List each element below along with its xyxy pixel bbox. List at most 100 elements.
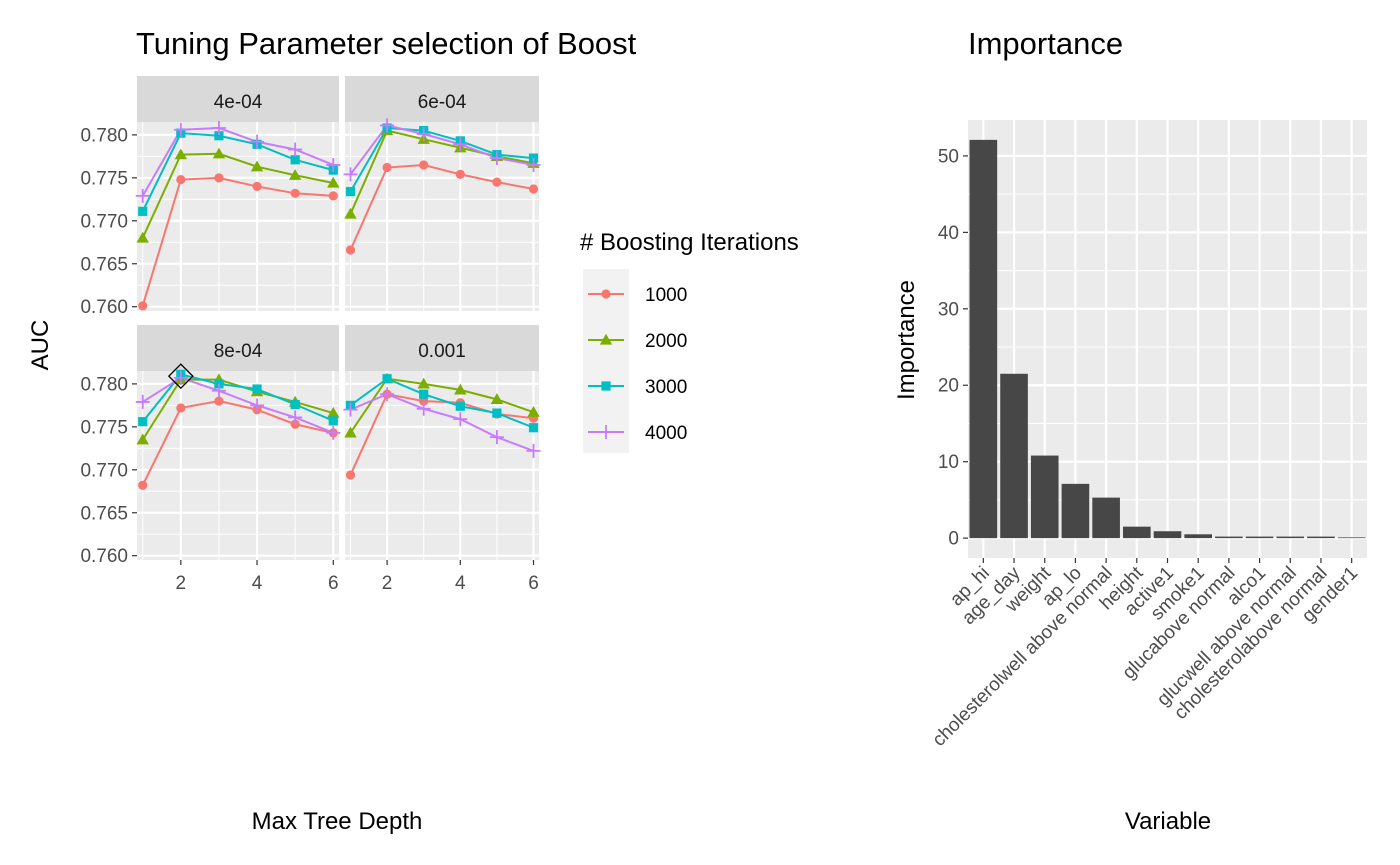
legend-key-background xyxy=(583,269,629,453)
point-1000 xyxy=(138,301,148,311)
bar-age_day xyxy=(1000,373,1028,539)
series-line-1000 xyxy=(141,176,334,307)
facet-strip-label: 8e-04 xyxy=(214,341,263,362)
series-line-2000 xyxy=(349,377,534,434)
point-3000 xyxy=(455,401,465,411)
point-1000 xyxy=(345,245,356,255)
point-4000 xyxy=(326,425,341,440)
point-1000 xyxy=(176,403,186,413)
panel-background xyxy=(137,371,339,560)
tuning-y-axis-label: AUC xyxy=(27,320,54,371)
tuning-x-axis-label: Max Tree Depth xyxy=(252,808,423,835)
bar-ap_lo xyxy=(1061,483,1090,539)
y-tick-label: 0.780 xyxy=(80,125,128,146)
y-tick-label: 0.765 xyxy=(80,254,128,275)
bar-smoke1 xyxy=(1184,534,1213,539)
point-4000 xyxy=(416,127,431,142)
point-4000 xyxy=(135,394,150,409)
facet-panel: 4e-04 xyxy=(135,76,341,311)
legend-item-1000: 1000 xyxy=(588,285,687,306)
legend-title: # Boosting Iterations xyxy=(580,229,799,256)
y-tick-label: 0.760 xyxy=(80,546,128,567)
point-4000 xyxy=(250,134,265,149)
x-tick-label: 6 xyxy=(328,573,339,594)
point-2000 xyxy=(136,433,149,445)
legend-label: 2000 xyxy=(645,331,687,352)
tuning-x-axes: 2 4 6 2 4 6 xyxy=(176,560,539,594)
bar-cholesterolabove normal xyxy=(1307,536,1335,539)
bar-gender1 xyxy=(1337,537,1366,539)
point-1000 xyxy=(528,184,539,194)
point-4000 xyxy=(453,137,468,152)
point-4000 xyxy=(343,167,358,182)
point-2000 xyxy=(344,426,357,438)
point-4000 xyxy=(526,443,541,458)
y-tick-label: 40 xyxy=(938,223,959,244)
point-1000 xyxy=(328,191,338,201)
legend-item-3000: 3000 xyxy=(588,377,687,398)
legend-label: 1000 xyxy=(645,285,687,306)
series-line-4000 xyxy=(141,127,334,197)
point-2000 xyxy=(288,169,302,180)
series-line-3000 xyxy=(141,132,334,212)
facet-strip xyxy=(345,325,539,371)
point-1000 xyxy=(455,169,465,180)
point-1000 xyxy=(290,188,300,198)
series-line-2000 xyxy=(141,152,334,239)
tuning-y-axes: 0.760 0.765 0.770 0.775 0.780 0.760 0.765 0.770… xyxy=(80,125,137,567)
y-tick-label: 0.770 xyxy=(80,460,128,481)
y-tick-label: 0.775 xyxy=(80,168,128,189)
legend-marker xyxy=(601,381,611,391)
point-4000 xyxy=(453,412,468,427)
best-tune-marker xyxy=(167,363,194,390)
point-2000 xyxy=(174,148,188,160)
tuning-chart: Tuning Parameter selection of Boost AUC … xyxy=(27,26,637,835)
point-3000 xyxy=(214,131,224,141)
facet-panel: 0.001 xyxy=(343,325,541,560)
y-tick-label: 0 xyxy=(948,529,959,550)
importance-chart-title: Importance xyxy=(968,26,1123,61)
point-2000 xyxy=(327,176,340,188)
point-1000 xyxy=(345,470,356,480)
point-1000 xyxy=(176,174,186,185)
y-tick-label: 0.760 xyxy=(80,297,128,318)
bar-cholesterolwell above normal xyxy=(1092,497,1120,539)
y-tick-label: 0.765 xyxy=(80,503,128,524)
y-tick-label: 10 xyxy=(938,452,959,473)
point-4000 xyxy=(211,383,226,398)
facet-strip xyxy=(137,325,339,371)
legend-label: 4000 xyxy=(645,423,687,444)
point-4000 xyxy=(489,151,504,166)
series-line-1000 xyxy=(349,163,534,251)
bar-height xyxy=(1122,526,1151,539)
legend-item-4000: 4000 xyxy=(588,423,687,444)
point-1000 xyxy=(138,480,148,490)
point-2000 xyxy=(454,383,467,395)
point-4000 xyxy=(288,410,303,425)
point-2000 xyxy=(327,406,340,418)
x-tick-label: 2 xyxy=(382,573,393,594)
bar-ap_hi xyxy=(969,139,998,539)
x-tick-label: 4 xyxy=(455,573,466,594)
legend-marker xyxy=(599,425,613,439)
point-1000 xyxy=(252,181,262,192)
point-3000 xyxy=(382,374,392,384)
importance-y-axis-label: Importance xyxy=(893,280,920,400)
legend-item-2000: 2000 xyxy=(588,331,687,352)
point-3000 xyxy=(138,417,148,427)
bar-glucwell above normal xyxy=(1276,536,1305,539)
point-4000 xyxy=(380,118,395,133)
x-tick-label: 4 xyxy=(252,573,263,594)
bar-alco1 xyxy=(1245,536,1274,539)
facet-strip-label: 4e-04 xyxy=(214,92,263,113)
point-2000 xyxy=(490,393,504,404)
legend-label: 3000 xyxy=(645,377,687,398)
x-tick-label: 6 xyxy=(528,573,539,594)
x-tick-label: 2 xyxy=(176,573,187,594)
tuning-chart-title: Tuning Parameter selection of Boost xyxy=(136,26,637,61)
series-line-4000 xyxy=(349,124,534,176)
series-line-3000 xyxy=(349,126,534,193)
legend-items: 1000 2000 3000 4000 xyxy=(588,285,687,444)
bar-active1 xyxy=(1153,531,1182,539)
